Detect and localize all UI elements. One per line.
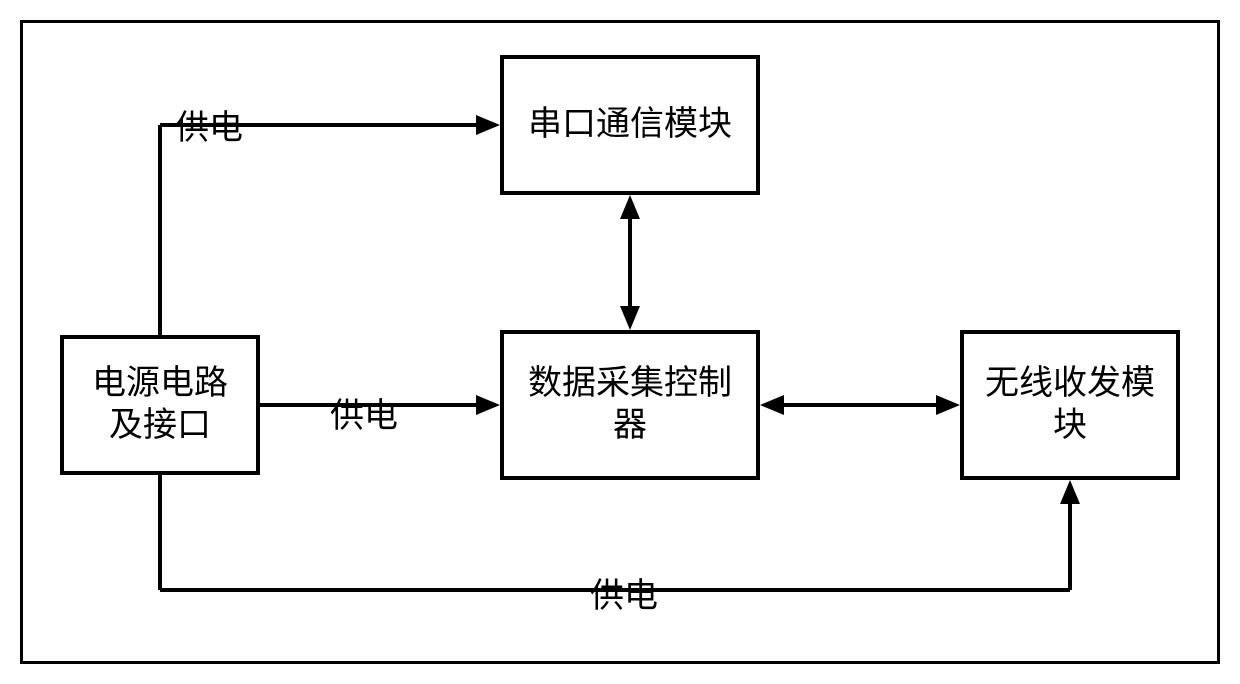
edge-label-power-serial: 供电 [175,100,243,149]
diagram-canvas: 电源电路及接口 串口通信模块 数据采集控制器 无线收发模块 供电 供电 供电 [0,0,1240,684]
node-wireless: 无线收发模块 [960,330,1180,480]
node-serial-label: 串口通信模块 [528,104,732,147]
node-wireless-label: 无线收发模块 [982,363,1158,448]
node-power-label: 电源电路及接口 [78,363,242,448]
node-power: 电源电路及接口 [60,335,260,475]
node-controller-label: 数据采集控制器 [522,363,738,448]
edge-label-power-wireless: 供电 [590,568,658,617]
node-serial: 串口通信模块 [500,55,760,195]
edge-label-power-controller: 供电 [330,388,398,437]
node-controller: 数据采集控制器 [500,330,760,480]
